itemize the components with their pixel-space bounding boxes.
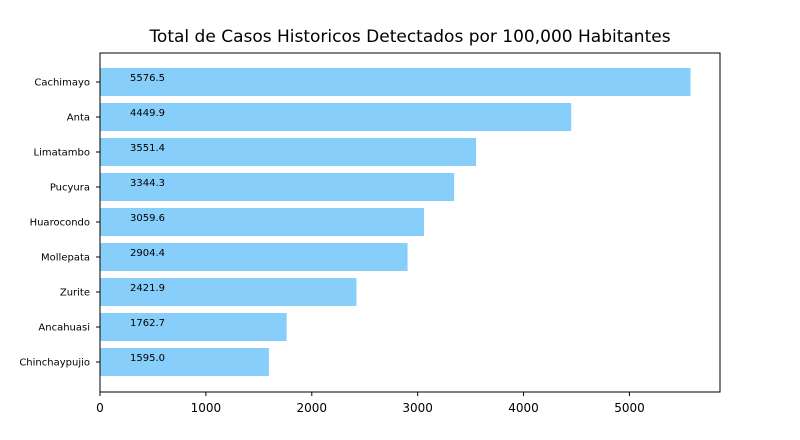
bar-pucyura [100, 173, 455, 201]
xtick-label-2000: 2000 [297, 401, 328, 415]
bar-huarocondo [100, 208, 424, 236]
data-label-zurite: 2421.9 [130, 283, 165, 294]
ytick-label-limatambo: Limatambo [34, 148, 90, 159]
xtick-label-5000: 5000 [614, 401, 645, 415]
ytick-label-cachimayo: Cachimayo [34, 78, 90, 89]
x-axis: 0 1000 2000 3000 4000 5000 [96, 392, 645, 415]
bars-group [100, 68, 691, 376]
ytick-label-zurite: Zurite [60, 288, 90, 299]
ytick-label-chinchaypujio: Chinchaypujio [19, 358, 90, 369]
data-label-huarocondo: 3059.6 [130, 213, 165, 224]
bar-mollepata [100, 243, 408, 271]
y-axis: Cachimayo Anta Limatambo Pucyura Huarocondo M… [19, 78, 100, 369]
bar-zurite [100, 278, 357, 306]
bar-ancahuasi [100, 313, 287, 341]
xtick-label-4000: 4000 [508, 401, 539, 415]
bar-anta [100, 103, 572, 131]
data-label-anta: 4449.9 [130, 108, 165, 119]
xtick-label-1000: 1000 [191, 401, 222, 415]
xtick-label-0: 0 [96, 401, 104, 415]
ytick-label-anta: Anta [67, 113, 90, 124]
bar-cachimayo [100, 68, 691, 96]
ytick-label-pucyura: Pucyura [50, 183, 90, 194]
data-label-cachimayo: 5576.5 [130, 73, 165, 84]
xtick-label-3000: 3000 [402, 401, 433, 415]
data-label-limatambo: 3551.4 [130, 143, 165, 154]
data-label-pucyura: 3344.3 [130, 178, 165, 189]
data-label-mollepata: 2904.4 [130, 248, 165, 259]
ytick-label-huarocondo: Huarocondo [30, 218, 90, 229]
data-label-ancahuasi: 1762.7 [130, 318, 165, 329]
ytick-label-ancahuasi: Ancahuasi [38, 323, 90, 334]
ytick-label-mollepata: Mollepata [41, 253, 90, 264]
plot-frame [99, 52, 721, 393]
bar-chinchaypujio [100, 348, 269, 376]
chart-title: Total de Casos Historicos Detectados por… [149, 27, 671, 47]
bar-limatambo [100, 138, 477, 166]
data-label-chinchaypujio: 1595.0 [130, 353, 165, 364]
data-labels-group: 5576.5 4449.9 3551.4 3344.3 3059.6 2904.4 2421… [130, 73, 165, 364]
